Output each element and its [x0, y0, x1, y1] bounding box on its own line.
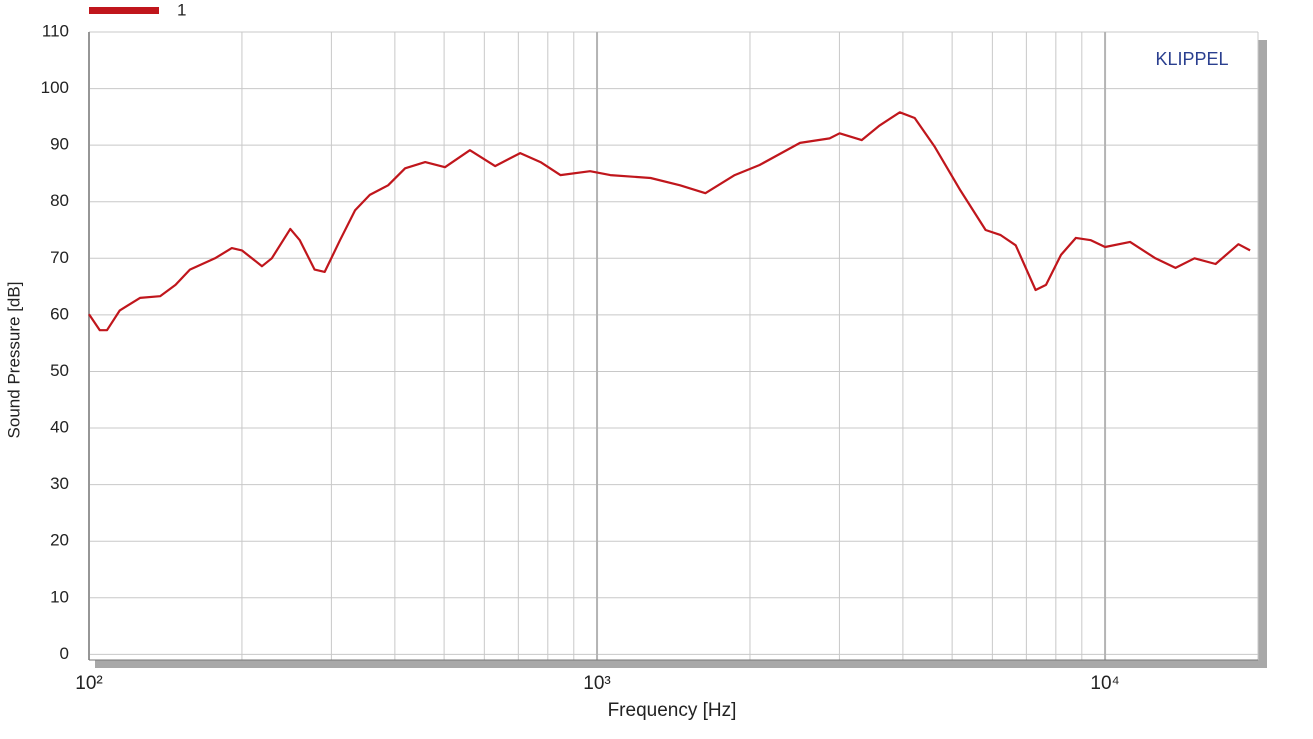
legend-label: 1 [177, 0, 186, 19]
y-tick-label: 60 [50, 304, 69, 323]
y-tick-label: 0 [60, 644, 69, 663]
y-tick-label: 110 [42, 21, 69, 40]
x-axis-title: Frequency [Hz] [608, 700, 737, 721]
x-tick-label: 10² [75, 673, 102, 694]
y-tick-label: 70 [50, 248, 69, 267]
y-tick-label: 100 [41, 78, 69, 97]
x-tick-label: 10⁴ [1090, 673, 1119, 694]
y-tick-label: 80 [50, 191, 69, 210]
y-tick-label: 50 [50, 361, 69, 380]
y-tick-label: 90 [50, 135, 69, 154]
plot-area [89, 32, 1258, 660]
data-line [88, 111, 1251, 332]
y-tick-label: 30 [50, 474, 69, 493]
y-axis-title: Sound Pressure [dB] [4, 282, 23, 439]
x-tick-label: 10³ [583, 673, 610, 694]
legend-swatch [89, 7, 159, 14]
y-tick-label: 10 [50, 587, 69, 606]
y-tick-label: 20 [50, 531, 69, 550]
brand-label: KLIPPEL [1155, 49, 1228, 69]
y-tick-label: 40 [50, 418, 69, 437]
